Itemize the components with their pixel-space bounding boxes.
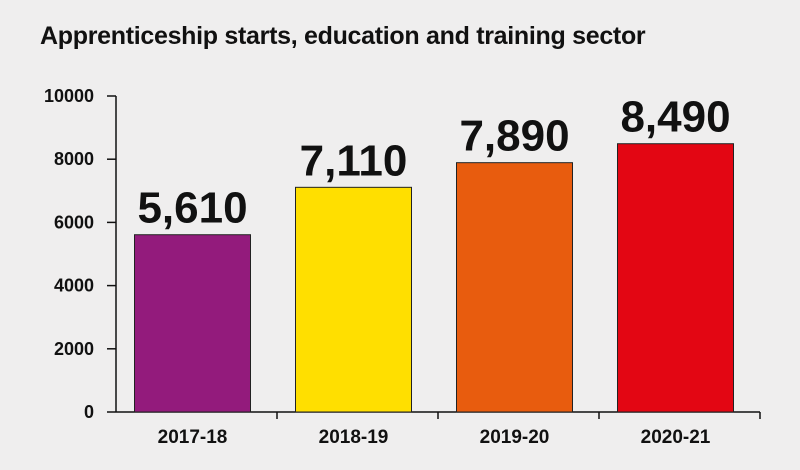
bar-2020-21: [617, 143, 734, 413]
y-tick-label: 10000: [44, 86, 94, 106]
data-label-2017-18: 5,610: [137, 184, 247, 233]
y-axis: 0 2000 4000 6000 8000 10000: [44, 86, 117, 422]
x-axis: 2017-18 2018-19 2019-20 2020-21: [116, 411, 761, 448]
bar-2018-19: [295, 186, 412, 413]
x-tick-label-2019-20: 2019-20: [480, 427, 550, 448]
y-tick-label: 6000: [54, 212, 94, 232]
data-label-2018-19: 7,110: [300, 136, 408, 185]
y-tick-label: 4000: [54, 276, 94, 296]
x-tick-label-2017-18: 2017-18: [158, 427, 228, 448]
bars: [134, 143, 734, 413]
data-label-2020-21: 8,490: [620, 93, 730, 142]
x-tick-label-2020-21: 2020-21: [641, 427, 711, 448]
y-tick-label: 8000: [54, 149, 94, 169]
y-tick-label: 0: [84, 402, 94, 422]
data-label-2019-20: 7,890: [459, 112, 569, 161]
chart-title: Apprenticeship starts, education and tra…: [40, 22, 646, 50]
x-tick-label-2018-19: 2018-19: [319, 427, 389, 448]
bar-2017-18: [134, 234, 251, 413]
data-labels: 5,610 7,110 7,890 8,490: [137, 93, 730, 233]
bar-2019-20: [456, 162, 573, 413]
y-tick-label: 2000: [54, 339, 94, 359]
